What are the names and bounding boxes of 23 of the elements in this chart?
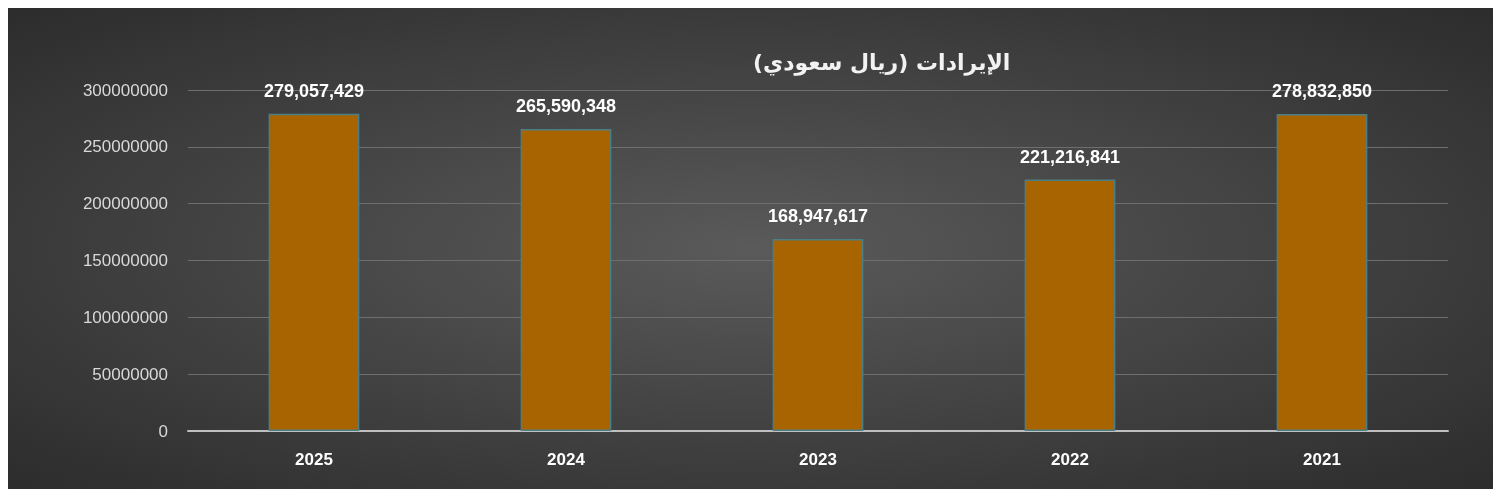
data-label: 168,947,617	[767, 205, 869, 226]
bar	[520, 129, 612, 431]
y-tick-label: 100000000	[82, 307, 168, 327]
x-tick-label: 2022	[1051, 450, 1089, 469]
y-tick-label: 200000000	[82, 194, 168, 214]
data-label: 279,057,429	[263, 80, 365, 101]
chart-title: الإيرادات (ريال سعودي)	[753, 49, 1011, 76]
data-label: 221,216,841	[1019, 146, 1121, 167]
x-tick-label: 2023	[799, 450, 837, 469]
y-tick-label: 50000000	[92, 364, 168, 384]
data-label: 265,590,348	[515, 96, 617, 117]
y-tick-label: 300000000	[82, 80, 168, 100]
y-tick-label: 0	[158, 421, 168, 441]
bar	[268, 113, 360, 431]
x-tick-label: 2021	[1303, 450, 1341, 469]
y-tick-label: 250000000	[82, 137, 168, 157]
y-tick-label: 150000000	[82, 251, 168, 270]
bar	[772, 238, 864, 431]
x-tick-label: 2024	[547, 450, 586, 469]
data-label: 278,832,850	[1271, 81, 1373, 102]
bar	[1024, 179, 1116, 431]
x-tick-label: 2025	[295, 450, 333, 469]
bar	[1276, 114, 1368, 431]
